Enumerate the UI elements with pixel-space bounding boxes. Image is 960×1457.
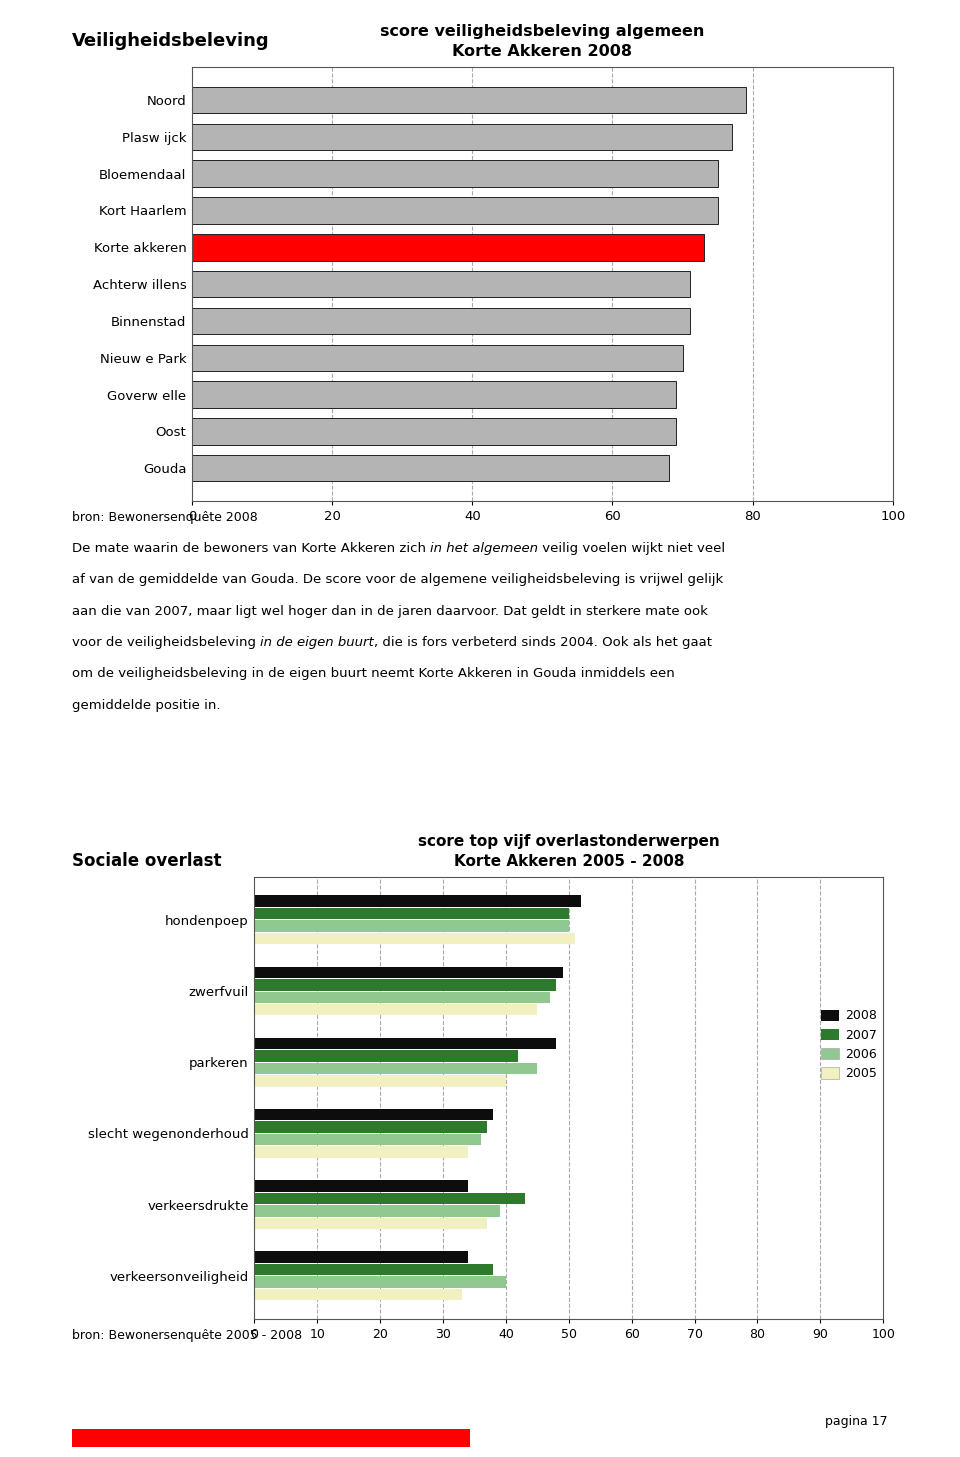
Bar	[254, 1075, 506, 1087]
Bar	[254, 1205, 499, 1217]
Bar	[192, 382, 676, 408]
Bar	[254, 908, 568, 919]
Title: score top vijf overlastonderwerpen
Korte Akkeren 2005 - 2008: score top vijf overlastonderwerpen Korte…	[418, 835, 720, 868]
Bar	[192, 235, 704, 261]
Title: score veiligheidsbeleving algemeen
Korte Akkeren 2008: score veiligheidsbeleving algemeen Korte…	[380, 25, 705, 58]
Bar	[192, 344, 683, 372]
Bar	[254, 1289, 462, 1300]
Bar	[254, 1122, 487, 1134]
Text: veilig voelen wijkt niet veel: veilig voelen wijkt niet veel	[539, 542, 726, 555]
Text: af van de gemiddelde van Gouda. De score voor de algemene veiligheidsbeleving is: af van de gemiddelde van Gouda. De score…	[72, 573, 723, 586]
Bar	[254, 896, 582, 906]
Bar	[192, 160, 718, 186]
Bar	[192, 455, 668, 481]
Bar	[254, 1193, 525, 1203]
Bar	[254, 966, 563, 978]
Bar	[192, 307, 689, 334]
Text: gemiddelde positie in.: gemiddelde positie in.	[72, 699, 221, 711]
Bar	[254, 1263, 493, 1275]
Bar	[254, 979, 556, 991]
Bar	[254, 921, 568, 932]
Bar	[254, 992, 550, 1002]
Bar	[254, 1050, 518, 1062]
Bar	[254, 932, 575, 944]
Bar	[192, 418, 676, 444]
Legend: 2008, 2007, 2006, 2005: 2008, 2007, 2006, 2005	[822, 1010, 876, 1080]
Text: bron: Bewonersenquête 2008: bron: Bewonersenquête 2008	[72, 511, 257, 525]
Bar	[254, 1062, 538, 1074]
Bar	[254, 1037, 556, 1049]
Text: pagina 17: pagina 17	[826, 1415, 888, 1428]
Bar	[192, 197, 718, 224]
Bar	[254, 1004, 538, 1016]
Bar	[254, 1134, 481, 1145]
Bar	[254, 1276, 506, 1288]
Text: in de eigen buurt: in de eigen buurt	[260, 635, 374, 648]
Text: Sociale overlast: Sociale overlast	[72, 852, 222, 870]
Text: De mate waarin de bewoners van Korte Akkeren zich: De mate waarin de bewoners van Korte Akk…	[72, 542, 430, 555]
Text: , die is fors verbeterd sinds 2004. Ook als het gaat: , die is fors verbeterd sinds 2004. Ook …	[374, 635, 712, 648]
Text: aan die van 2007, maar ligt wel hoger dan in de jaren daarvoor. Dat geldt in ste: aan die van 2007, maar ligt wel hoger da…	[72, 605, 708, 618]
Text: Veiligheidsbeleving: Veiligheidsbeleving	[72, 32, 270, 50]
Text: bron: Bewonersenquête 2005 - 2008: bron: Bewonersenquête 2005 - 2008	[72, 1329, 302, 1342]
Text: voor de veiligheidsbeleving: voor de veiligheidsbeleving	[72, 635, 260, 648]
Bar	[254, 1252, 468, 1263]
Bar	[254, 1218, 487, 1230]
Text: in het algemeen: in het algemeen	[430, 542, 539, 555]
Bar	[192, 87, 746, 114]
Bar	[254, 1147, 468, 1158]
Bar	[254, 1109, 493, 1120]
Bar	[192, 124, 732, 150]
Text: om de veiligheidsbeleving in de eigen buurt neemt Korte Akkeren in Gouda inmidde: om de veiligheidsbeleving in de eigen bu…	[72, 667, 675, 680]
Bar	[192, 271, 689, 297]
Bar	[254, 1180, 468, 1192]
